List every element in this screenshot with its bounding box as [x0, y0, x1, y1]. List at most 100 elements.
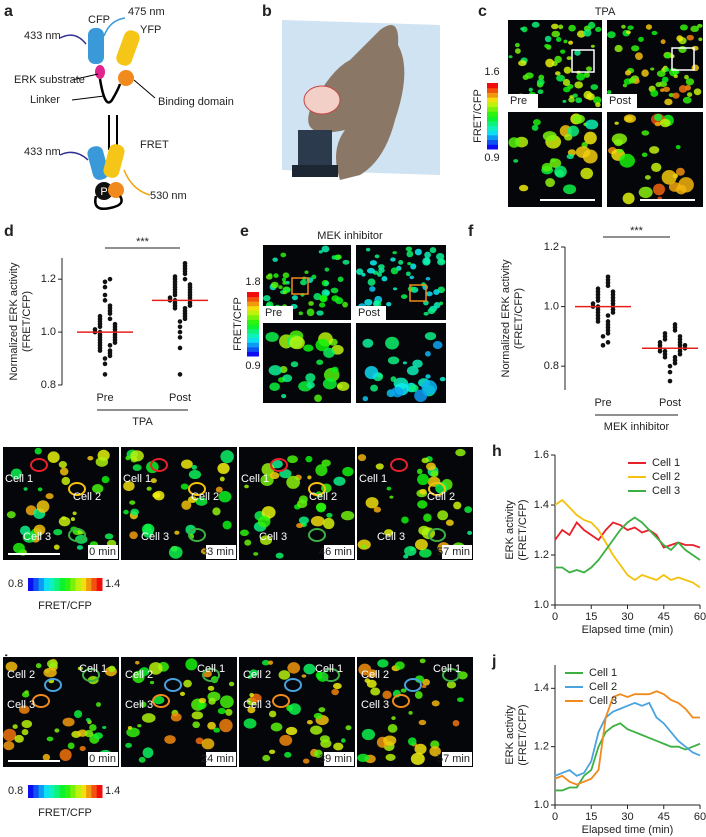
label-box: [88, 545, 118, 559]
point: [182, 305, 188, 311]
nucleus: [673, 74, 678, 79]
image-label: Pre: [510, 95, 527, 107]
nucleus: [574, 81, 583, 89]
nucleus: [54, 728, 60, 733]
nucleus: [59, 749, 72, 762]
nucleus: [682, 96, 692, 104]
y-tick-label: 1.4: [534, 499, 549, 511]
cell-outline: [308, 528, 326, 542]
nucleus: [408, 384, 419, 393]
nucleus: [3, 728, 17, 742]
nucleus: [23, 487, 28, 491]
point: [672, 354, 678, 360]
nucleus: [331, 688, 339, 696]
nucleus: [564, 134, 573, 141]
nucleus: [418, 719, 427, 726]
point: [187, 282, 193, 287]
cell-outline: [270, 458, 288, 472]
nucleus: [269, 472, 280, 480]
nucleus: [89, 724, 97, 731]
colorbar: [91, 578, 98, 591]
nucleus: [95, 456, 109, 467]
nucleus: [282, 280, 287, 285]
point: [167, 295, 173, 300]
nucleus: [35, 663, 42, 669]
point: [667, 378, 673, 384]
cell-label: Cell 3: [361, 699, 389, 711]
nucleus: [660, 39, 666, 45]
point: [102, 361, 108, 367]
colorbar: [28, 785, 34, 798]
nucleus: [675, 167, 685, 176]
colorbar: [487, 125, 498, 131]
nucleus: [655, 82, 662, 88]
nucleus: [267, 273, 273, 277]
point: [102, 292, 108, 298]
nucleus: [433, 289, 440, 295]
nucleus: [265, 331, 279, 342]
cell-outline: [44, 678, 62, 692]
colorbar: [247, 301, 259, 307]
nucleus: [421, 457, 429, 464]
label-box: [607, 94, 637, 108]
label: ERK substrate: [14, 74, 85, 86]
nucleus: [181, 459, 193, 469]
nucleus: [519, 184, 529, 192]
panel-letter: c: [478, 3, 487, 20]
nucleus: [518, 60, 527, 67]
nucleus: [370, 384, 378, 392]
nucleus: [422, 257, 431, 266]
nucleus: [367, 673, 373, 678]
scale-label: 0.8: [8, 785, 23, 797]
nucleus: [92, 484, 104, 494]
nucleus: [315, 338, 330, 352]
nucleus: [278, 285, 283, 290]
nucleus: [624, 70, 632, 76]
nucleus: [187, 496, 198, 503]
nucleus: [558, 24, 564, 30]
nucleus: [22, 531, 36, 543]
nucleus: [392, 287, 398, 291]
point: [177, 319, 183, 324]
nucleus: [436, 252, 445, 261]
nucleus: [645, 24, 653, 30]
nucleus: [419, 548, 432, 558]
colorbar: [86, 578, 92, 591]
nucleus: [67, 742, 75, 750]
nucleus: [318, 302, 326, 308]
nucleus: [644, 175, 651, 180]
label-box: [263, 306, 293, 320]
nucleus: [541, 162, 553, 172]
nucleus: [406, 365, 419, 376]
nucleus: [678, 46, 687, 53]
nucleus: [306, 381, 315, 389]
leader: [71, 73, 99, 81]
nucleus: [425, 291, 433, 297]
nucleus: [183, 679, 192, 688]
nucleus: [662, 86, 671, 93]
nucleus: [361, 728, 376, 741]
colorbar: [59, 785, 66, 798]
nucleus: [21, 719, 33, 729]
nucleus: [36, 500, 50, 513]
point: [102, 298, 108, 303]
nucleus: [340, 738, 346, 743]
cell-outline: [30, 458, 48, 472]
point: [182, 260, 188, 266]
nucleus: [73, 710, 83, 719]
nucleus: [586, 66, 593, 72]
nucleus: [532, 119, 541, 126]
legend-label: Cell 1: [589, 667, 617, 679]
nucleus: [142, 747, 154, 759]
x-tick-label: 60: [694, 611, 706, 623]
point: [107, 343, 113, 348]
y-tick-label: 1.0: [544, 300, 559, 312]
nucleus: [623, 114, 636, 123]
nucleus: [85, 718, 91, 722]
nucleus: [425, 351, 431, 357]
nucleus: [306, 308, 315, 317]
nucleus: [678, 177, 694, 193]
nucleus: [282, 272, 290, 279]
cell-label: Cell 1: [123, 473, 151, 485]
nucleus: [130, 508, 140, 516]
